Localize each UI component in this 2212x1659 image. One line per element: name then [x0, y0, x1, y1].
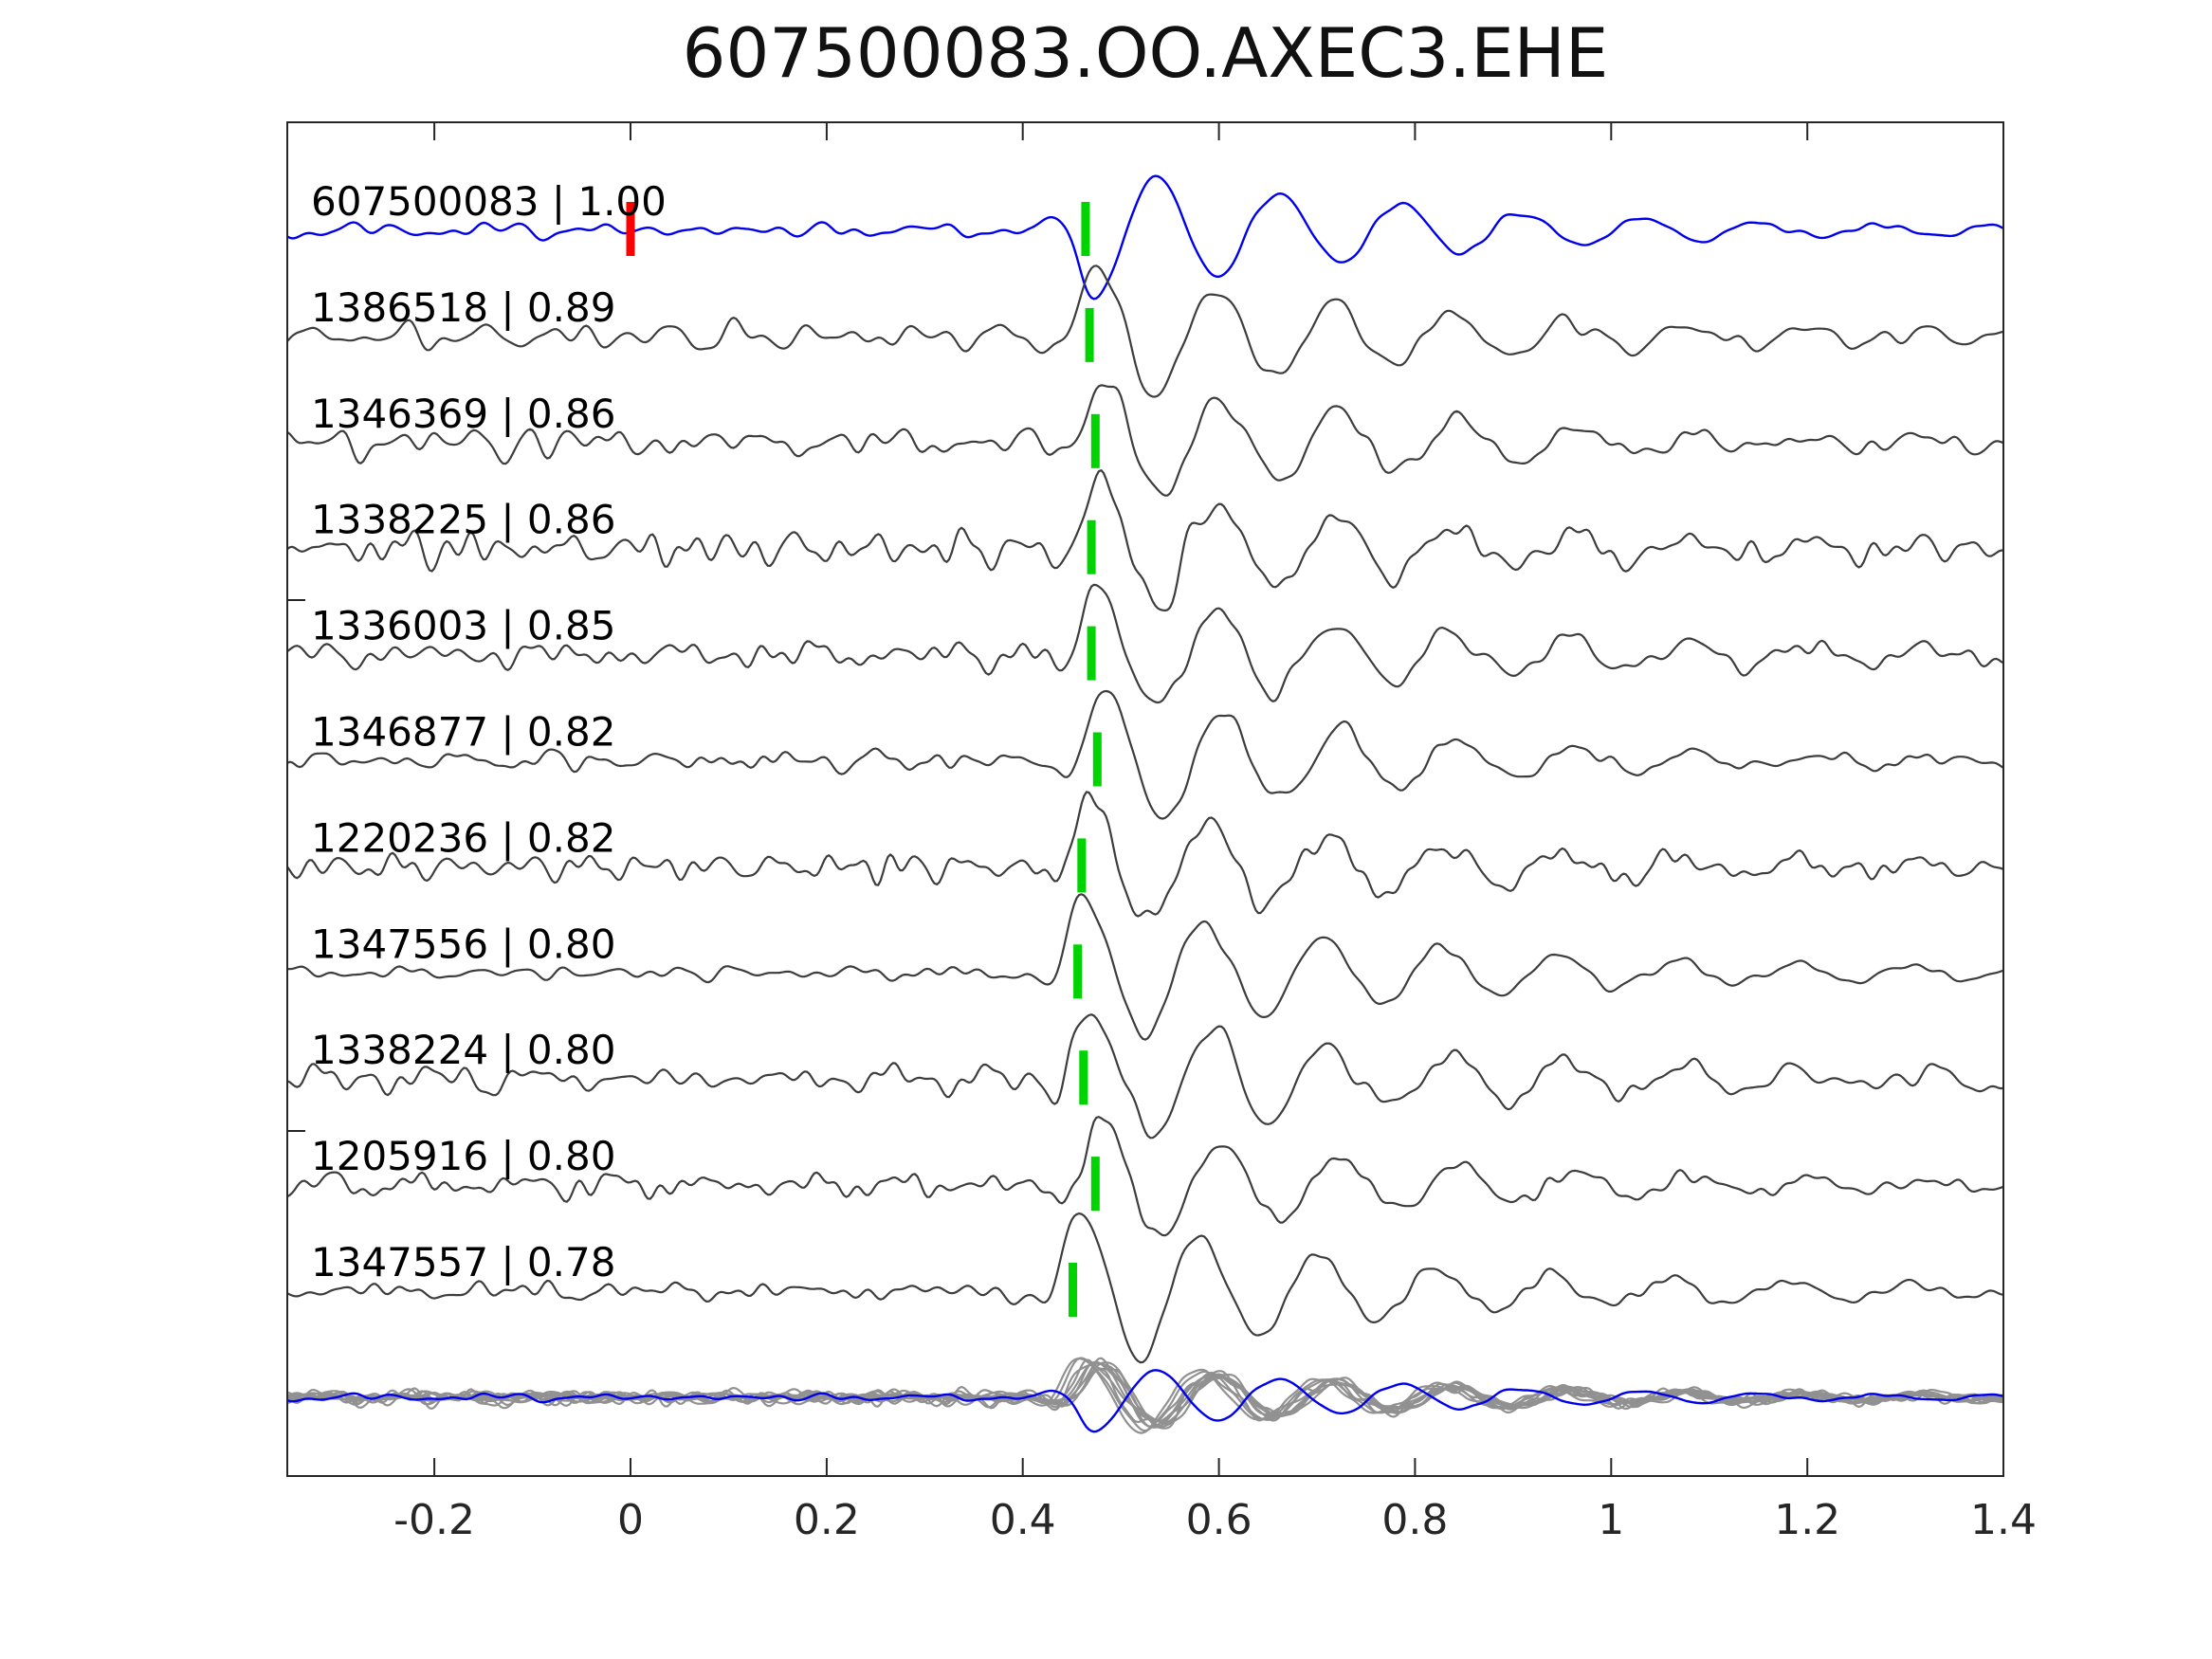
- pick-marker: [1087, 626, 1096, 681]
- trace-label: 1347557 | 0.78: [311, 1239, 615, 1285]
- match-waveform: [287, 1212, 2003, 1364]
- trace-area: [287, 174, 2003, 1434]
- overlay-template-trace: [287, 1369, 2003, 1433]
- trace-row: [287, 1212, 2003, 1364]
- trace-row: [287, 893, 2003, 1041]
- pick-marker: [1092, 732, 1102, 787]
- x-tick-label: 0: [617, 1496, 644, 1544]
- pick-marker: [1077, 838, 1087, 893]
- x-tick-label: 1.2: [1774, 1496, 1840, 1544]
- pick-marker: [1081, 202, 1090, 256]
- match-waveform: [287, 469, 2003, 612]
- x-tick-label: 0.6: [1186, 1496, 1252, 1544]
- pick-marker: [1087, 520, 1096, 574]
- trace-row: [287, 264, 2003, 398]
- trace-row: [287, 384, 2003, 497]
- match-waveform: [287, 689, 2003, 820]
- x-tick-label: -0.2: [393, 1496, 475, 1544]
- trace-row: [287, 174, 2003, 301]
- x-tick-label: 0.2: [794, 1496, 860, 1544]
- match-waveform: [287, 1013, 2003, 1139]
- axis-ticks: [288, 123, 2004, 1475]
- trace-label: 1338224 | 0.80: [311, 1027, 615, 1073]
- reference-marker: [626, 202, 635, 256]
- match-waveform: [287, 791, 2003, 918]
- plot-title: 607500083.OO.AXEC3.EHE: [682, 13, 1609, 93]
- x-tick-label: 1.4: [1970, 1496, 2037, 1544]
- trace-label: 1338225 | 0.86: [311, 497, 615, 543]
- trace-row: [287, 583, 2003, 704]
- plot-border: [286, 121, 2004, 1477]
- trace-row: [287, 1013, 2003, 1139]
- overlay-match-trace: [287, 1361, 2003, 1428]
- trace-label: 1346369 | 0.86: [311, 391, 615, 437]
- pick-marker: [1069, 1263, 1077, 1317]
- trace-row: [287, 791, 2003, 918]
- template-waveform: [287, 174, 2003, 301]
- pick-marker: [1079, 1050, 1088, 1105]
- x-tick-label: 1: [1598, 1496, 1624, 1544]
- trace-label: 607500083 | 1.00: [311, 178, 667, 225]
- trace-label: 1205916 | 0.80: [311, 1133, 615, 1179]
- pick-marker: [1090, 413, 1100, 468]
- pick-marker: [1073, 944, 1083, 999]
- match-waveform: [287, 893, 2003, 1041]
- trace-label: 1346877 | 0.82: [311, 709, 615, 756]
- trace-row: [287, 469, 2003, 612]
- overlay-row: [287, 1357, 2003, 1434]
- trace-label: 1336003 | 0.85: [311, 603, 615, 649]
- pick-marker: [1085, 307, 1094, 362]
- trace-row: [287, 689, 2003, 820]
- trace-label: 1386518 | 0.89: [311, 284, 615, 331]
- x-tick-label: 0.4: [990, 1496, 1056, 1544]
- match-waveform: [287, 264, 2003, 398]
- trace-label: 1347556 | 0.80: [311, 921, 615, 967]
- trace-row: [287, 1116, 2003, 1237]
- match-waveform: [287, 384, 2003, 497]
- x-tick-label: 0.8: [1381, 1496, 1448, 1544]
- overlay-match-trace: [287, 1358, 2003, 1434]
- match-waveform: [287, 1116, 2003, 1237]
- trace-label: 1220236 | 0.82: [311, 814, 615, 861]
- match-waveform: [287, 583, 2003, 704]
- pick-marker: [1090, 1157, 1100, 1212]
